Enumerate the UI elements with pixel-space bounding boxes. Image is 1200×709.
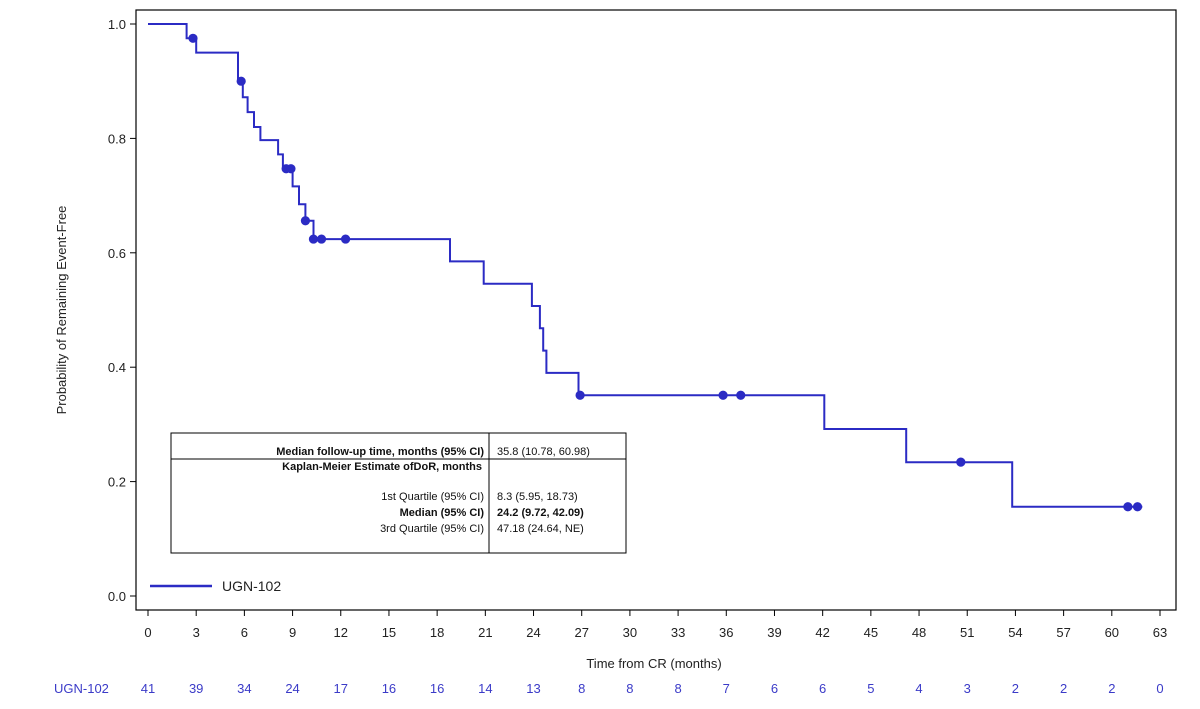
at-risk-count: 34 <box>237 681 251 696</box>
censor-mark <box>300 216 311 226</box>
x-tick-label: 42 <box>815 625 829 640</box>
at-risk-count: 4 <box>915 681 922 696</box>
x-tick-label: 36 <box>719 625 733 640</box>
at-risk-count: 24 <box>285 681 299 696</box>
censor-mark <box>236 76 246 86</box>
x-tick-label: 60 <box>1105 625 1119 640</box>
at-risk-counts: 41 39 34 24 17 16 16 14 13 8 8 8 7 6 6 5 4 3 2 2 2 0 <box>141 681 1164 696</box>
x-tick-label: 57 <box>1056 625 1070 640</box>
at-risk-count: 7 <box>723 681 730 696</box>
x-tick-label: 15 <box>382 625 396 640</box>
stats-table: Median follow-up time, months (95% CI) 3… <box>170 432 627 554</box>
at-risk-count: 6 <box>819 681 826 696</box>
censor-mark <box>956 457 966 467</box>
at-risk-count: 41 <box>141 681 155 696</box>
x-tick-label: 45 <box>864 625 878 640</box>
at-risk-count: 39 <box>189 681 203 696</box>
y-axis-title: Probability of Remaining Event-Free <box>54 206 69 415</box>
at-risk-count: 16 <box>430 681 444 696</box>
at-risk-count: 8 <box>578 681 585 696</box>
plot-frame <box>135 9 1177 611</box>
stats-followup-value: 35.8 (10.78, 60.98) <box>497 446 590 458</box>
stats-km-header: Kaplan-Meier Estimate ofDoR, months <box>282 461 482 473</box>
km-series-layer <box>148 23 1143 512</box>
km-step-line <box>148 23 1143 508</box>
censor-mark <box>736 390 746 400</box>
at-risk-count: 16 <box>382 681 396 696</box>
x-tick-label: 48 <box>912 625 926 640</box>
at-risk-label: UGN-102 <box>54 681 109 696</box>
x-tick-label: 24 <box>526 625 540 640</box>
at-risk-count: 5 <box>867 681 874 696</box>
stats-q3-label: 3rd Quartile (95% CI) <box>380 523 484 535</box>
at-risk-count: 17 <box>334 681 348 696</box>
x-tick-label: 39 <box>767 625 781 640</box>
x-tick-label: 30 <box>623 625 637 640</box>
x-tick-label: 6 <box>241 625 248 640</box>
x-tick-label: 27 <box>574 625 588 640</box>
legend-label: UGN-102 <box>222 578 281 594</box>
y-tick-label: 0.6 <box>108 246 126 261</box>
at-risk-count: 6 <box>771 681 778 696</box>
x-axis-title: Time from CR (months) <box>586 656 721 671</box>
y-tick-label: 0.8 <box>108 131 126 146</box>
x-tick-label: 51 <box>960 625 974 640</box>
at-risk-count: 8 <box>674 681 681 696</box>
censor-mark <box>575 390 585 400</box>
censor-mark <box>340 234 351 244</box>
x-tick-label: 21 <box>478 625 492 640</box>
stats-q3-value: 47.18 (24.64, NE) <box>497 523 584 535</box>
stats-table-border <box>170 432 627 554</box>
censor-mark <box>188 33 198 43</box>
at-risk-count: 2 <box>1060 681 1067 696</box>
x-tick-label: 63 <box>1153 625 1167 640</box>
censor-mark <box>316 234 327 244</box>
censor-mark <box>1123 502 1133 512</box>
at-risk-count: 14 <box>478 681 492 696</box>
at-risk-row: UGN-102 41 39 34 24 17 16 16 14 13 8 8 8 7 6 6 5 4 3 2 2 2 0 <box>54 681 1164 696</box>
stats-median-value: 24.2 (9.72, 42.09) <box>497 507 584 519</box>
stats-followup-label: Median follow-up time, months (95% CI) <box>276 446 484 458</box>
x-tick-label: 18 <box>430 625 444 640</box>
censor-mark <box>308 234 319 244</box>
at-risk-count: 2 <box>1108 681 1115 696</box>
y-axis-ticks: 0.0 0.2 0.4 0.6 0.8 1.0 <box>108 17 136 604</box>
stats-q1-value: 8.3 (5.95, 18.73) <box>497 491 578 503</box>
x-tick-label: 12 <box>334 625 348 640</box>
x-tick-label: 33 <box>671 625 685 640</box>
legend: UGN-102 <box>150 578 281 594</box>
y-tick-label: 0.2 <box>108 475 126 490</box>
at-risk-count: 0 <box>1156 681 1163 696</box>
stats-q1-label: 1st Quartile (95% CI) <box>381 491 484 503</box>
at-risk-count: 2 <box>1012 681 1019 696</box>
censor-mark <box>718 390 728 400</box>
at-risk-count: 3 <box>964 681 971 696</box>
y-tick-label: 1.0 <box>108 17 126 32</box>
censor-mark <box>286 164 296 174</box>
at-risk-count: 8 <box>626 681 633 696</box>
stats-median-label: Median (95% CI) <box>400 507 485 519</box>
x-axis-ticks: 0 3 6 9 12 15 18 21 24 27 30 33 36 39 42 45 48 51 54 57 60 63 <box>144 610 1167 640</box>
x-tick-label: 3 <box>193 625 200 640</box>
y-tick-label: 0.0 <box>108 589 126 604</box>
x-tick-label: 54 <box>1008 625 1022 640</box>
x-tick-label: 9 <box>289 625 296 640</box>
censor-mark <box>1132 502 1143 512</box>
at-risk-count: 13 <box>526 681 540 696</box>
y-tick-label: 0.4 <box>108 360 126 375</box>
x-tick-label: 0 <box>144 625 151 640</box>
